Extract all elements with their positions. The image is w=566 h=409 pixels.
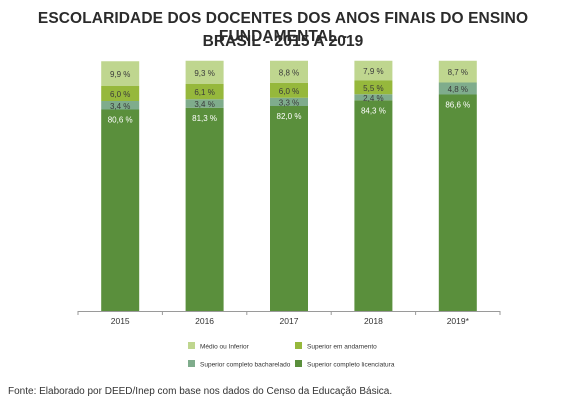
- x-tick-label-2016: 2016: [195, 316, 214, 326]
- chart-title-line-2: BRASIL - 2015 A 2019: [202, 33, 364, 50]
- bar-2017-series-2: [270, 82, 308, 98]
- bar-2015-series-1: [101, 101, 140, 110]
- data-label-2015-series-3: 9,9 %: [110, 70, 130, 79]
- data-label-2017-series-2: 6,0 %: [279, 87, 299, 96]
- legend-label-1: Superior em andamento: [307, 344, 377, 351]
- x-tick-label-2017: 2017: [280, 316, 299, 326]
- data-label-2018-series-2: 5,5 %: [363, 84, 383, 93]
- bar-2015-series-3: [101, 61, 140, 86]
- bar-2018-series-0: [354, 100, 393, 311]
- data-label-2016-series-2: 6,1 %: [194, 88, 214, 97]
- legend-swatch-0: [188, 342, 195, 349]
- data-label-2016-series-3: 9,3 %: [194, 69, 214, 78]
- legend-swatch-3: [295, 360, 302, 367]
- bar-2015-series-2: [101, 86, 140, 101]
- bar-2018-series-3: [354, 60, 393, 81]
- data-label-2018-series-3: 7,9 %: [363, 67, 383, 76]
- x-tick-label-2019: 2019*: [447, 316, 470, 326]
- bar-2018-series-1: [354, 94, 393, 101]
- data-label-2015-series-0: 80,6 %: [108, 116, 133, 125]
- x-tick-label-2015: 2015: [111, 316, 130, 326]
- legend-swatch-1: [295, 342, 302, 349]
- data-label-2019-series-3: 8,7 %: [448, 68, 468, 77]
- data-label-2017-series-0: 82,0 %: [277, 112, 302, 121]
- bar-2016-series-2: [185, 84, 224, 100]
- data-label-2019-series-1: 4,8 %: [448, 85, 468, 94]
- data-label-2017-series-3: 8,8 %: [279, 68, 299, 77]
- bar-2017-series-1: [270, 97, 308, 106]
- data-label-2015-series-2: 6,0 %: [110, 90, 130, 99]
- legend-swatch-2: [188, 360, 195, 367]
- data-label-2018-series-1: 2,4 %: [363, 94, 383, 103]
- chart-title-line-1: ESCOLARIDADE DOS DOCENTES DOS ANOS FINAI…: [37, 10, 529, 45]
- bar-2019-series-3: [438, 60, 477, 83]
- data-label-2017-series-1: 3,3 %: [279, 98, 299, 107]
- data-label-2015-series-1: 3,4 %: [110, 102, 130, 111]
- bar-2017-series-0: [270, 106, 308, 311]
- legend-label-0: Médio ou Inferior: [200, 344, 250, 351]
- source-note: Fonte: Elaborado por DEED/Inep com base …: [8, 386, 393, 397]
- data-label-2019-series-0: 86,6 %: [445, 101, 470, 110]
- legend-label-2: Superior completo bacharelado: [200, 362, 291, 369]
- bar-2018-series-2: [354, 80, 393, 95]
- bar-2019-series-1: [438, 82, 477, 95]
- bar-2017-series-3: [270, 60, 308, 83]
- bar-2016-series-0: [185, 107, 224, 311]
- bar-2016-series-3: [185, 60, 224, 84]
- x-tick-label-2018: 2018: [364, 316, 383, 326]
- bar-2019-series-0: [438, 94, 477, 311]
- data-label-2016-series-0: 81,3 %: [192, 114, 217, 123]
- bar-2015-series-0: [101, 109, 140, 311]
- legend-label-3: Superior completo licenciatura: [307, 362, 395, 369]
- data-label-2016-series-1: 3,4 %: [194, 100, 214, 109]
- bar-2016-series-1: [185, 99, 224, 108]
- data-label-2018-series-0: 84,3 %: [361, 106, 386, 115]
